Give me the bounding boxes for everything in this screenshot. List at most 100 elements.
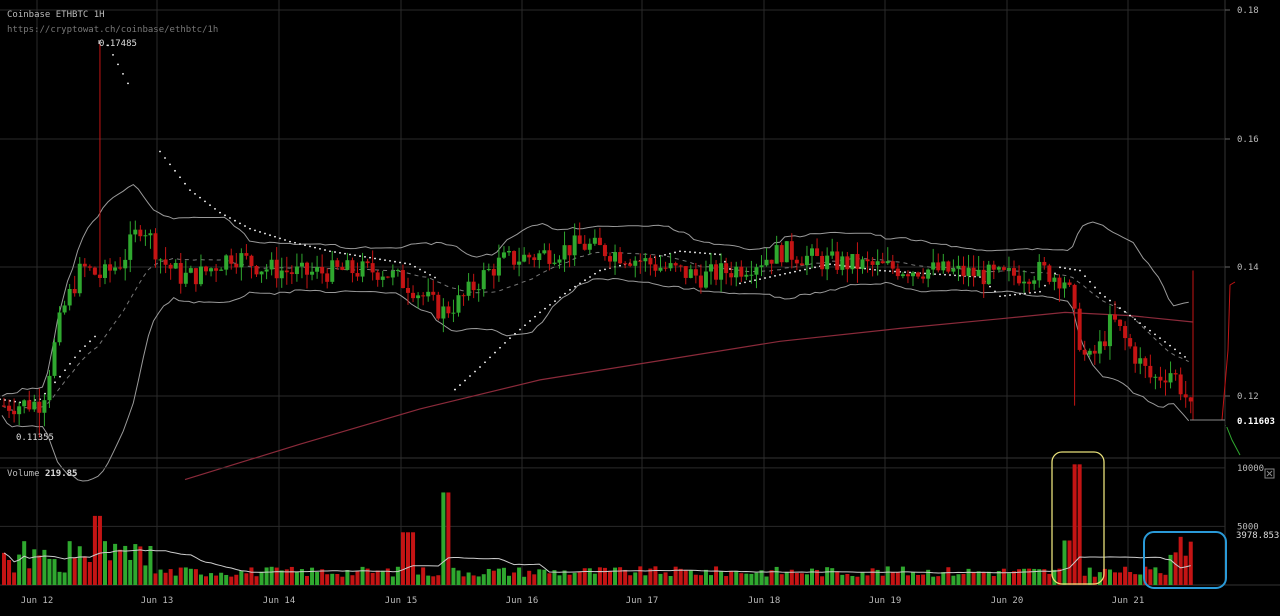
candle-body: [880, 261, 885, 264]
sar-dot: [789, 271, 791, 274]
sar-dot: [1084, 275, 1086, 278]
volume-current: 219.85: [44, 469, 78, 479]
volume-bar: [946, 567, 951, 585]
candle-body: [703, 271, 708, 288]
volume-bar: [148, 545, 153, 585]
sar-dot: [1004, 294, 1006, 297]
candle-body: [602, 245, 607, 257]
y-tick-label: 0.14: [1237, 263, 1259, 273]
volume-bar: [426, 575, 431, 585]
sar-dot: [214, 207, 216, 210]
volume-bar: [476, 576, 481, 585]
upper-band-line: [1, 183, 1189, 397]
volume-bar: [572, 572, 577, 585]
sar-dot: [1064, 267, 1066, 270]
candle-body: [784, 241, 789, 263]
volume-bar: [1087, 567, 1092, 585]
sar-dot: [399, 261, 401, 264]
highlight-box-yellow: [1051, 451, 1105, 585]
candle-body: [224, 255, 229, 270]
sar-dot: [709, 252, 711, 255]
x-tick-label: Jun 15: [385, 596, 418, 606]
volume-bar: [299, 569, 304, 585]
volume-bar: [739, 573, 744, 585]
sar-dot: [684, 250, 686, 253]
sar-dot: [804, 268, 806, 271]
volume-bar: [178, 567, 183, 585]
sar-dot: [749, 280, 751, 283]
volume-bar: [547, 573, 552, 585]
sar-dot: [359, 255, 361, 257]
candle-body: [653, 264, 658, 271]
volume-bar: [12, 572, 17, 585]
volume-bar: [1188, 541, 1193, 585]
volume-bar: [799, 573, 804, 585]
candle-body: [436, 294, 441, 319]
volume-bar: [163, 572, 168, 585]
volume-bar: [1158, 573, 1163, 585]
candle-body: [633, 260, 638, 266]
sar-dot: [414, 265, 416, 268]
sar-dot: [904, 271, 906, 274]
candle-body: [976, 269, 981, 277]
close-icon[interactable]: [1264, 468, 1275, 479]
volume-bar: [602, 567, 607, 585]
volume-bar: [562, 570, 567, 585]
volume-bar: [532, 574, 537, 585]
candle-body: [1153, 376, 1158, 378]
sar-dot: [1099, 292, 1101, 294]
volume-bar: [330, 573, 335, 585]
candle-body: [158, 259, 163, 261]
y-tick-label: 0.12: [1237, 392, 1259, 402]
candle-body: [890, 261, 895, 269]
sar-dot: [284, 239, 286, 241]
candle-body: [350, 260, 355, 274]
sar-dot: [889, 270, 891, 273]
candle-body: [123, 259, 128, 269]
sar-dot: [379, 258, 381, 261]
volume-bar: [517, 567, 522, 585]
sar-dot: [1019, 293, 1021, 295]
volume-bar: [350, 575, 355, 585]
volume-bar: [239, 570, 244, 585]
candle-body: [244, 253, 249, 256]
volume-bar: [845, 574, 850, 585]
candle-body: [239, 253, 244, 268]
volume-bar: [441, 492, 446, 585]
candle-body: [370, 263, 375, 273]
volume-bar: [552, 570, 557, 585]
chart-url[interactable]: https://cryptowat.ch/coinbase/ethbtc/1h: [7, 25, 219, 35]
sar-dot: [364, 255, 366, 258]
candle-body: [507, 251, 511, 253]
volume-bar: [168, 569, 173, 585]
volume-bar: [597, 567, 602, 585]
sar-dot: [294, 241, 296, 244]
candle-body: [1097, 341, 1102, 354]
candle-body: [1001, 267, 1006, 270]
volume-bar: [198, 574, 203, 585]
volume-bar: [47, 558, 52, 585]
volume-bar: [431, 576, 436, 585]
volume-bar: [466, 572, 471, 585]
sar-dot: [1179, 352, 1181, 355]
candle-body: [986, 264, 991, 285]
volume-bar: [582, 568, 587, 585]
candle-body: [643, 258, 648, 262]
sar-dot: [389, 260, 391, 262]
volume-bar: [865, 575, 870, 585]
sar-dot: [59, 375, 61, 378]
volume-bar: [971, 572, 976, 585]
candle-body: [47, 375, 52, 401]
volume-bar: [592, 573, 597, 585]
sar-dot: [494, 351, 496, 354]
candle-body: [860, 259, 865, 269]
sar-dot: [454, 388, 456, 391]
sar-dot: [1059, 266, 1061, 269]
candle-body: [269, 259, 274, 270]
volume-bar: [905, 575, 910, 585]
volume-bar: [219, 572, 224, 585]
candle-body: [259, 271, 264, 275]
volume-bar: [991, 576, 996, 585]
sar-dot: [189, 189, 191, 192]
